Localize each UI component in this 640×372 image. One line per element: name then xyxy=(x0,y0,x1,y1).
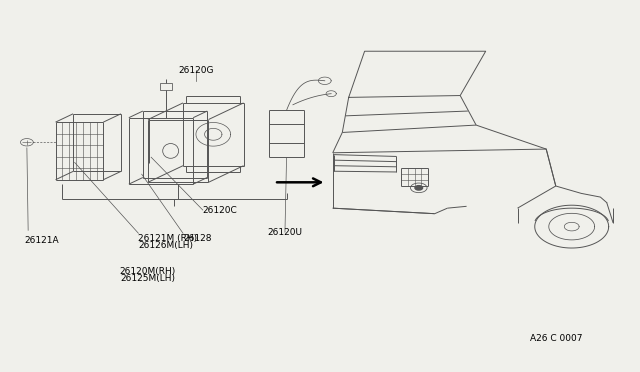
Text: 26128: 26128 xyxy=(183,234,211,243)
Circle shape xyxy=(415,186,422,190)
Text: 26121A: 26121A xyxy=(24,236,59,245)
Text: 26120M(RH): 26120M(RH) xyxy=(120,267,176,276)
Text: 26121M (RH): 26121M (RH) xyxy=(138,234,198,243)
Text: A26 C 0007: A26 C 0007 xyxy=(529,334,582,343)
Text: 26120U: 26120U xyxy=(268,228,303,237)
Text: 26120G: 26120G xyxy=(178,66,214,75)
Text: 26126M(LH): 26126M(LH) xyxy=(138,241,193,250)
Bar xyxy=(161,83,172,90)
Text: 26120C: 26120C xyxy=(203,206,237,215)
Text: 26125M(LH): 26125M(LH) xyxy=(120,274,175,283)
